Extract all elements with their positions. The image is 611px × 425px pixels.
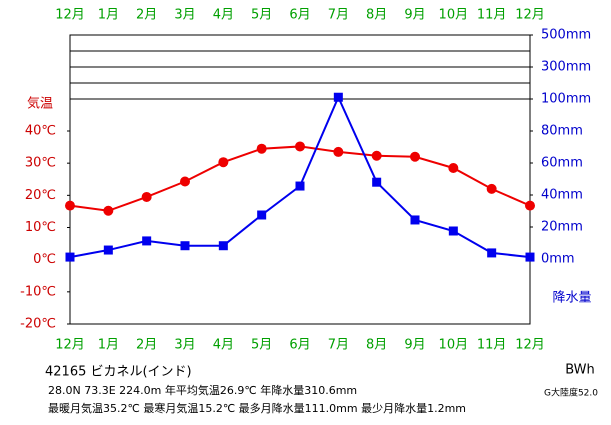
month-label: 6月 xyxy=(289,338,310,353)
month-label: 7月 xyxy=(328,8,349,23)
temp-marker xyxy=(371,150,382,161)
y2-tick-label: 60mm xyxy=(541,156,583,171)
month-label: 9月 xyxy=(404,338,425,353)
month-label: 12月 xyxy=(515,8,545,23)
y-tick-label: 30℃ xyxy=(25,156,56,171)
month-label: 3月 xyxy=(174,338,195,353)
precip-marker xyxy=(448,226,458,236)
y-tick-label: 0℃ xyxy=(33,252,56,267)
month-label: 2月 xyxy=(136,8,157,23)
y-axis-label: 気温 xyxy=(27,96,53,112)
precip-marker xyxy=(180,241,190,251)
temp-marker xyxy=(218,157,229,168)
precip-marker xyxy=(487,248,497,258)
temp-marker xyxy=(295,141,305,152)
month-label: 8月 xyxy=(366,338,387,353)
series-line xyxy=(69,94,531,259)
temp-marker xyxy=(65,200,75,211)
month-label: 5月 xyxy=(251,338,272,353)
month-label: 11月 xyxy=(477,8,507,23)
plot-frame xyxy=(69,34,531,325)
precip-marker xyxy=(257,210,267,220)
y-tick-label: -20℃ xyxy=(20,317,56,332)
series-line xyxy=(69,145,531,212)
precip-marker xyxy=(65,252,75,262)
temp-marker xyxy=(525,200,535,211)
temp-marker xyxy=(141,191,152,202)
month-label: 6月 xyxy=(289,8,310,23)
precip-marker xyxy=(142,236,152,246)
station: 42165 ビカネル(インド) xyxy=(45,365,192,380)
y2-axis-label: 降水量 xyxy=(552,291,591,306)
continentality: G大陸度52.0 xyxy=(544,387,598,399)
temp-marker xyxy=(486,183,497,194)
month-label: 8月 xyxy=(366,8,387,23)
y-tick-label: 40℃ xyxy=(25,124,56,139)
month-label: 1月 xyxy=(98,8,119,23)
precip-marker xyxy=(103,245,113,255)
y2-tick-label: 300mm xyxy=(541,60,591,75)
precip-marker xyxy=(410,215,420,225)
month-label: 2月 xyxy=(136,338,157,353)
month-label: 11月 xyxy=(477,338,507,353)
y-tick-label: 10℃ xyxy=(25,220,56,235)
temp-marker xyxy=(256,143,267,154)
info-line: 28.0N 73.3E 224.0m 年平均気温26.9℃ 年降水量310.6m… xyxy=(48,383,357,397)
climate-class: BWh xyxy=(565,363,595,378)
y2-tick-label: 40mm xyxy=(541,188,583,203)
y2-tick-label: 500mm xyxy=(541,28,591,43)
month-label: 3月 xyxy=(174,8,195,23)
precip-marker xyxy=(218,241,228,251)
precip-marker xyxy=(295,181,305,191)
month-label: 1月 xyxy=(98,338,119,353)
temp-marker xyxy=(448,162,459,173)
precip-marker xyxy=(333,92,343,102)
temp-marker xyxy=(180,176,190,187)
month-label: 12月 xyxy=(55,338,85,353)
precip-marker xyxy=(372,177,382,187)
temp-marker xyxy=(333,146,344,157)
y-tick-label: 20℃ xyxy=(25,188,56,203)
y2-tick-label: 80mm xyxy=(541,124,583,139)
y2-tick-label: 20mm xyxy=(541,220,583,235)
month-label: 10月 xyxy=(439,8,469,23)
y-tick-label: -10℃ xyxy=(20,284,56,299)
temp-marker xyxy=(410,151,420,162)
precip-marker xyxy=(525,252,535,262)
month-label: 12月 xyxy=(515,338,545,353)
month-label: 10月 xyxy=(439,338,469,353)
month-label: 4月 xyxy=(213,338,234,353)
y2-tick-label: 0mm xyxy=(541,252,575,267)
y2-tick-label: 100mm xyxy=(541,92,591,107)
month-label: 12月 xyxy=(55,8,85,23)
info-line: 最暖月気温35.2℃ 最寒月気温15.2℃ 最多月降水量111.0mm 最少月降… xyxy=(48,401,466,415)
month-label: 9月 xyxy=(404,8,425,23)
month-label: 4月 xyxy=(213,8,234,23)
month-label: 7月 xyxy=(328,338,349,353)
temp-marker xyxy=(103,205,114,216)
month-label: 5月 xyxy=(251,8,272,23)
